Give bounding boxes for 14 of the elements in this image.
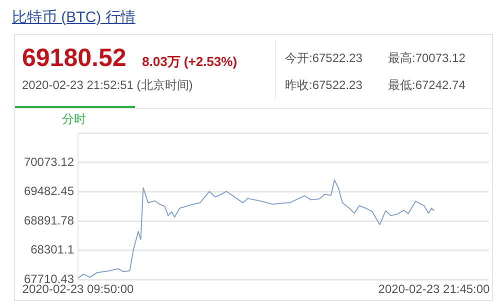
text: 分时 — [62, 111, 86, 128]
text: 最低:67242.74 — [388, 77, 466, 94]
text: 昨收:67522.23 — [285, 77, 362, 94]
y-tick-label: 68891.78 — [24, 213, 74, 228]
text: 69180.52 — [22, 44, 126, 73]
y-tick-label: 69482.45 — [24, 184, 74, 198]
x-tick-label: 2020-02-23 21:45:00 — [378, 282, 490, 296]
text: 今开:67522.23 — [285, 50, 362, 67]
y-tick-label: 70073.12 — [24, 154, 74, 169]
text: 2020-02-23 21:52:51 (北京时间) — [22, 77, 193, 94]
text: 最高:70073.12 — [388, 50, 466, 67]
text: 8.03万 (+2.53%) — [142, 53, 238, 71]
chart-title: 比特币 (BTC) 行情 — [12, 8, 136, 27]
y-tick-label: 68301.1 — [30, 242, 74, 257]
